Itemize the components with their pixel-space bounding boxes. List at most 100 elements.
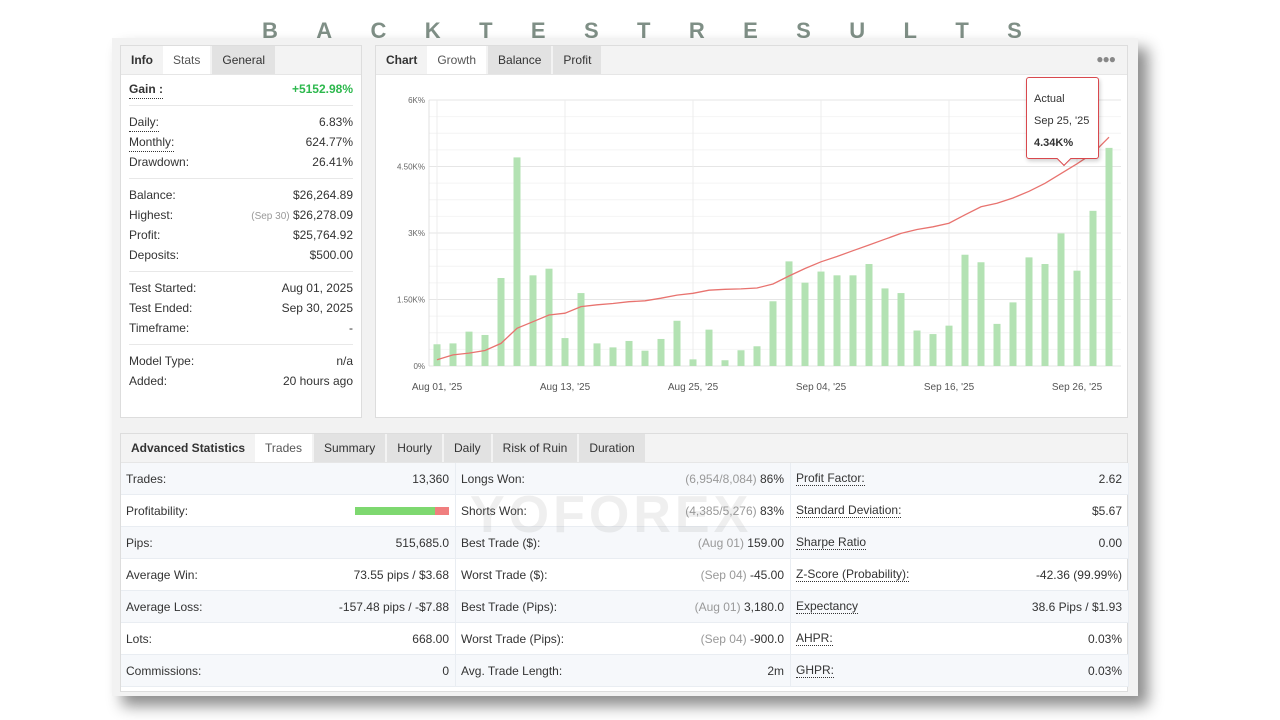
row-value: 73.55 pips / $3.68	[354, 568, 449, 582]
row-label[interactable]: Z-Score (Probability):	[796, 567, 910, 582]
y-tick-label: 4.50K%	[397, 163, 425, 172]
stat-value: Aug 01, 2025	[282, 278, 353, 298]
row-value-text: 0	[442, 663, 449, 678]
stat-label[interactable]: Daily:	[129, 112, 160, 132]
divider	[129, 271, 353, 272]
stat-value-text: 624.77%	[305, 135, 353, 149]
stat-row: Timeframe: -	[121, 318, 361, 338]
tab-advanced-statistics[interactable]: Advanced Statistics	[131, 441, 246, 455]
ellipsis-icon[interactable]: ●●●	[1096, 52, 1116, 66]
row-value: 0.03%	[1088, 632, 1122, 646]
stat-row: Added: 20 hours ago	[121, 371, 361, 391]
growth-bar	[929, 334, 937, 366]
stats-tabs: Info Stats General	[121, 46, 361, 75]
row-value: (6,954/8,084) 86%	[685, 472, 784, 486]
stat-value-text: Sep 30, 2025	[281, 301, 353, 315]
growth-bar	[753, 346, 761, 366]
tab-risk-of-ruin[interactable]: Risk of Ruin	[492, 434, 578, 462]
row-value-text: -157.48 pips / -$7.88	[338, 599, 449, 614]
stat-label: Deposits:	[129, 248, 180, 262]
row-value-text: 83%	[759, 503, 784, 518]
row-value: -157.48 pips / -$7.88	[339, 600, 449, 614]
row-note: (4,385/5,276)	[685, 503, 757, 518]
tab-duration[interactable]: Duration	[579, 434, 645, 462]
stat-row: Model Type: n/a	[121, 351, 361, 371]
title-letter: A	[316, 18, 333, 43]
row-label[interactable]: AHPR:	[796, 631, 833, 646]
tab-profit[interactable]: Profit	[553, 46, 602, 74]
row-label[interactable]: Standard Deviation:	[796, 503, 902, 518]
growth-bar	[897, 293, 905, 366]
stat-value-text: 20 hours ago	[282, 374, 353, 388]
title-letter: L	[903, 18, 917, 43]
stat-row: Daily: 6.83%	[121, 112, 361, 132]
x-tick-label: Aug 01, '25	[412, 382, 463, 393]
growth-bar	[1057, 233, 1065, 366]
stat-value-text: $26,278.09	[292, 208, 353, 222]
gain-label[interactable]: Gain :	[129, 79, 164, 99]
tab-info[interactable]: Info	[131, 53, 153, 67]
row-value: (Aug 01) 159.00	[698, 536, 784, 550]
title-letter: S	[796, 18, 811, 43]
x-tick-label: Sep 04, '25	[796, 382, 847, 393]
tab-trades[interactable]: Trades	[255, 434, 312, 462]
stat-value-text: $25,764.92	[292, 228, 353, 242]
row-label: Best Trade (Pips):	[461, 599, 558, 614]
growth-bar	[657, 338, 665, 366]
table-row: Worst Trade ($): (Sep 04) -45.00	[456, 559, 791, 591]
growth-bar	[577, 293, 585, 366]
table-row: Average Loss: -157.48 pips / -$7.88	[121, 591, 456, 623]
stat-value-text: Aug 01, 2025	[281, 281, 353, 295]
stat-row: Profit: $25,764.92	[121, 225, 361, 245]
y-tick-label: 6K%	[408, 96, 425, 105]
x-tick-label: Sep 16, '25	[924, 382, 975, 393]
stat-value: (Sep 30) $26,278.09	[251, 205, 353, 225]
stat-note: (Sep 30)	[251, 211, 290, 222]
tab-stats[interactable]: Stats	[163, 46, 211, 74]
tab-chart[interactable]: Chart	[386, 53, 418, 67]
table-row: Best Trade (Pips): (Aug 01) 3,180.0	[456, 591, 791, 623]
chart-panel: Chart Growth Balance Profit ●●● 0% 1.50K%…	[375, 45, 1128, 418]
row-value: 0	[442, 664, 449, 678]
tab-hourly[interactable]: Hourly	[387, 434, 442, 462]
growth-bar	[881, 288, 889, 366]
y-tick-label: 1.50K%	[397, 296, 425, 305]
stat-label[interactable]: Monthly:	[129, 132, 175, 152]
row-value: $5.67	[1092, 504, 1122, 518]
table-row: Profit Factor: 2.62	[791, 463, 1129, 495]
stat-label: Timeframe:	[129, 321, 190, 335]
divider	[129, 344, 353, 345]
stat-value-text: -	[349, 321, 353, 335]
row-value: 38.6 Pips / $1.93	[1032, 600, 1122, 614]
table-row: Avg. Trade Length: 2m	[456, 655, 791, 687]
table-row: Expectancy 38.6 Pips / $1.93	[791, 591, 1129, 623]
row-value-text: 0.03%	[1087, 631, 1122, 646]
row-label[interactable]: Expectancy	[796, 599, 859, 614]
row-value-text: 13,360	[412, 471, 449, 486]
row-label: Shorts Won:	[461, 503, 527, 518]
tab-general[interactable]: General	[212, 46, 276, 74]
row-value-text: 3,180.0	[743, 599, 784, 614]
advanced-stats-panel: Advanced Statistics Trades Summary Hourly Da…	[120, 433, 1129, 692]
row-label: Worst Trade (Pips):	[461, 631, 565, 646]
x-tick-label: Sep 26, '25	[1052, 382, 1103, 393]
row-value: 0.00	[1099, 536, 1122, 550]
table-row: Best Trade ($): (Aug 01) 159.00	[456, 527, 791, 559]
tab-daily[interactable]: Daily	[443, 434, 491, 462]
x-tick-label: Aug 13, '25	[540, 382, 591, 393]
row-label[interactable]: Sharpe Ratio	[796, 535, 867, 550]
row-value-text: 73.55 pips / $3.68	[353, 567, 449, 582]
row-value-text: 0.00	[1098, 535, 1122, 550]
row-label[interactable]: GHPR:	[796, 663, 835, 678]
growth-bar	[625, 340, 633, 366]
chart-tabs: Chart Growth Balance Profit	[376, 46, 1127, 75]
growth-bar	[545, 268, 553, 366]
growth-bar	[593, 343, 601, 366]
growth-bar	[689, 359, 697, 366]
row-label[interactable]: Profit Factor:	[796, 471, 865, 486]
tab-summary[interactable]: Summary	[313, 434, 386, 462]
tab-balance[interactable]: Balance	[488, 46, 552, 74]
stat-value-text: $26,264.89	[292, 188, 353, 202]
tab-growth[interactable]: Growth	[427, 46, 487, 74]
growth-bar	[561, 338, 569, 366]
